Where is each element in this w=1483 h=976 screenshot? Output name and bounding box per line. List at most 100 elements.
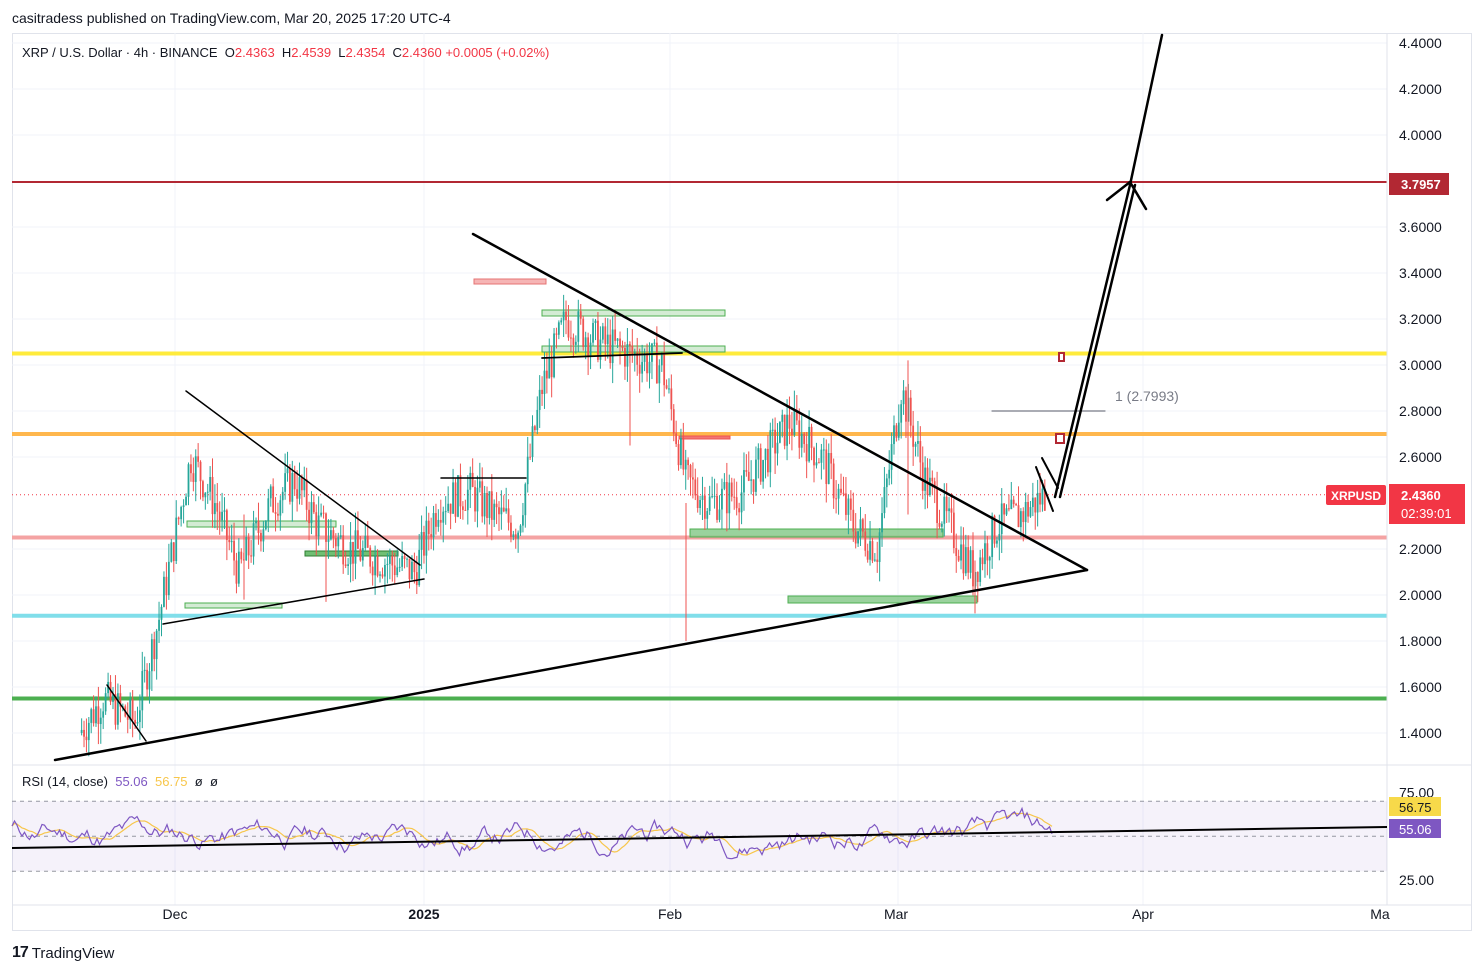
candle-body (500, 507, 503, 515)
chart-panel[interactable] (12, 33, 1472, 931)
candle-body (252, 523, 255, 557)
candle-body (579, 311, 582, 319)
candle-body (129, 699, 132, 720)
candle-body (488, 491, 491, 518)
grid-lines (12, 33, 1387, 905)
candle-body (565, 311, 567, 321)
candle-body (526, 456, 529, 485)
candle-body (1041, 488, 1044, 505)
trend-line (471, 232, 1089, 572)
marker-box (1055, 433, 1065, 444)
candle-body (274, 512, 277, 514)
candle-body (296, 489, 298, 499)
candle-body (366, 535, 369, 548)
candle-body (102, 711, 105, 718)
candle-body (938, 523, 941, 527)
trend-line (106, 684, 147, 742)
candle-body (800, 433, 803, 448)
candles (80, 294, 1046, 757)
candle-body (279, 500, 282, 516)
time-label: Ma (1370, 906, 1390, 922)
rsi-tick-label: 25.00 (1399, 872, 1434, 888)
candle-body (750, 479, 753, 481)
rsi-legend[interactable]: RSI (14, close) 55.06 56.75 ø ø (22, 774, 218, 789)
candle-body (931, 477, 934, 482)
zone-rectangles (184, 278, 1065, 609)
candle-body (114, 694, 117, 725)
trend-line (1041, 457, 1059, 489)
low-value: 2.4354 (345, 45, 386, 60)
candle-body (126, 716, 129, 720)
candle-body (136, 722, 139, 724)
candle-body (933, 481, 936, 489)
candle-body (325, 513, 327, 542)
candle-body (606, 334, 609, 345)
candle-body (919, 441, 922, 463)
candle-body (330, 530, 332, 540)
candle-body (512, 534, 515, 538)
rsi-title[interactable]: RSI (14, close) (22, 774, 108, 789)
ohlc-legend[interactable]: XRP / U.S. Dollar · 4h · BINANCE O2.4363… (22, 45, 549, 60)
candle-body (723, 482, 726, 489)
candle-body (557, 322, 560, 335)
candle-body (813, 447, 815, 466)
candle-body (660, 354, 663, 366)
candle-body (533, 426, 536, 431)
candle-body (725, 482, 728, 514)
candle-body (696, 495, 699, 509)
candle-body (1008, 508, 1010, 510)
price-tick-label: 2.0000 (1399, 587, 1442, 603)
candle-body (452, 482, 454, 514)
candle-body (194, 456, 197, 482)
candle-body (733, 496, 736, 498)
zone-rect (541, 309, 726, 317)
candle-body (1015, 504, 1017, 506)
candle-body (897, 422, 900, 438)
candle-body (677, 444, 680, 466)
candle-body (762, 460, 765, 482)
candle-body (218, 511, 221, 521)
candle-body (545, 370, 548, 379)
candle-body (359, 548, 362, 561)
candle-body (743, 470, 745, 493)
candle-body (912, 425, 915, 447)
candle-body (262, 529, 265, 542)
candle-body (415, 572, 418, 586)
candle-body (859, 519, 862, 532)
candle-body (1039, 492, 1041, 505)
time-axis[interactable]: Dec 2025 Feb Mar Apr Ma (163, 906, 1390, 922)
candle-body (560, 320, 563, 323)
candle-body (291, 473, 294, 502)
low-label: L (338, 45, 346, 60)
candle-body (87, 722, 90, 741)
candle-body (988, 557, 991, 561)
candle-body (1010, 499, 1013, 510)
candle-body (99, 717, 102, 725)
candle-body (967, 547, 970, 573)
rsi-value-badge: 55.06 (1389, 819, 1441, 838)
candle-body (1019, 511, 1022, 528)
trend-line (541, 352, 683, 359)
symbol-title[interactable]: XRP / U.S. Dollar · 4h · BINANCE (22, 45, 218, 60)
price-tick-label: 2.6000 (1399, 449, 1442, 465)
candle-body (694, 479, 697, 496)
candle-body (398, 566, 401, 568)
candle-body (160, 606, 163, 620)
candle-body (599, 339, 602, 360)
candle-body (80, 729, 83, 733)
candle-body (141, 671, 144, 711)
candle-body (221, 511, 223, 521)
candle-body (131, 699, 134, 720)
candle-body (601, 326, 604, 340)
candle-body (454, 482, 457, 517)
footer-brand[interactable]: 17 TradingView (12, 944, 114, 962)
price-axis[interactable]: 4.4000 4.2000 4.0000 3.6000 3.4000 3.2000 3.00… (1399, 35, 1442, 741)
candle-body (303, 479, 306, 491)
candle-body (572, 337, 575, 345)
rsi-line (11, 806, 1053, 860)
price-tick-label: 1.6000 (1399, 679, 1442, 695)
candle-body (505, 508, 508, 512)
candle-body (687, 459, 690, 466)
candle-body (738, 508, 741, 513)
